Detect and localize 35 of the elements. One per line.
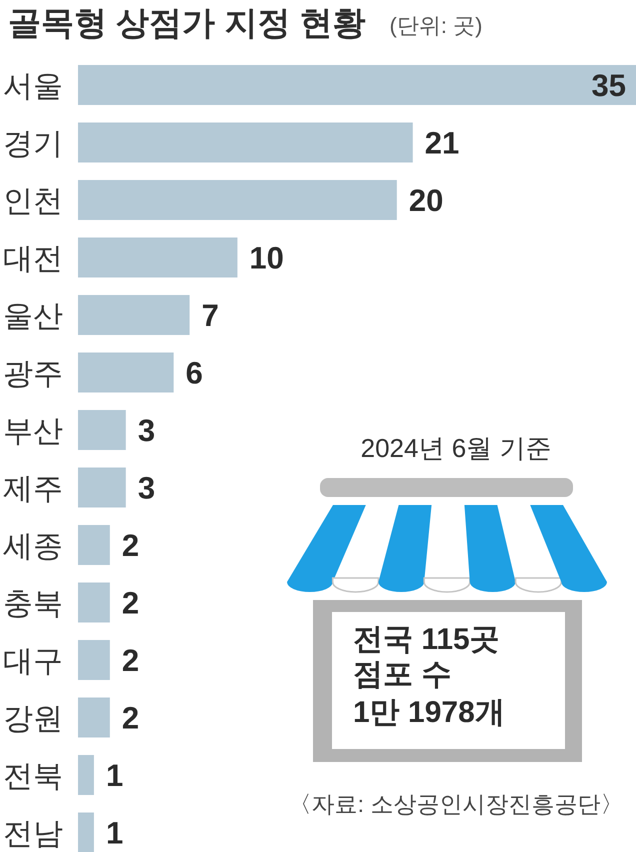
data-label: 20: [408, 183, 444, 218]
data-label: 6: [186, 356, 203, 390]
data-label: 3: [138, 470, 156, 506]
category-label: 경기: [3, 128, 63, 160]
annotation: 점포 수: [353, 658, 452, 691]
category-label: 제주: [3, 472, 63, 506]
category-label: 전남: [3, 818, 63, 850]
data-label: 21: [424, 126, 460, 160]
category-label: 대구: [3, 645, 63, 678]
data-label: 1: [106, 816, 124, 850]
data-label: 7: [202, 298, 219, 333]
annotation: 2024년 6월 기준: [360, 433, 552, 463]
category-label: 대전: [3, 242, 63, 276]
data-label: 2: [122, 643, 140, 678]
category-label: 세종: [3, 530, 63, 563]
data-label: 2: [122, 586, 140, 620]
annotation: 전국 115곳: [353, 623, 500, 656]
category-label: 전북: [3, 760, 63, 793]
annotation: 〈자료: 소상공인시장진흥공단〉: [288, 791, 624, 817]
annotation: 1만 1978개: [353, 696, 505, 729]
category-label: 광주: [3, 358, 63, 390]
data-label: 2: [122, 700, 140, 736]
category-label: 인천: [3, 185, 63, 218]
data-label: 3: [138, 413, 156, 448]
data-label: 2: [122, 528, 140, 563]
category-label: 충북: [3, 588, 63, 620]
category-label: 서울: [3, 70, 63, 103]
category-label: 강원: [3, 702, 63, 736]
category-label: 부산: [3, 415, 63, 448]
data-label: 35: [592, 68, 626, 103]
subtitle: (단위: 곳): [390, 13, 482, 38]
data-label: 10: [249, 240, 284, 276]
category-label: 울산: [3, 300, 63, 333]
title: 골목형 상점가 지정 현황: [8, 4, 366, 41]
data-label: 1: [106, 758, 124, 793]
